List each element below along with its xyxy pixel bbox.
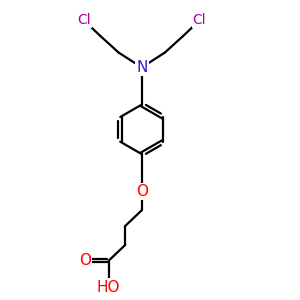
Text: HO: HO — [97, 280, 121, 295]
Text: O: O — [136, 184, 148, 199]
Text: Cl: Cl — [193, 14, 206, 27]
Text: Cl: Cl — [77, 14, 91, 27]
Text: N: N — [136, 60, 147, 75]
Text: O: O — [79, 253, 91, 268]
